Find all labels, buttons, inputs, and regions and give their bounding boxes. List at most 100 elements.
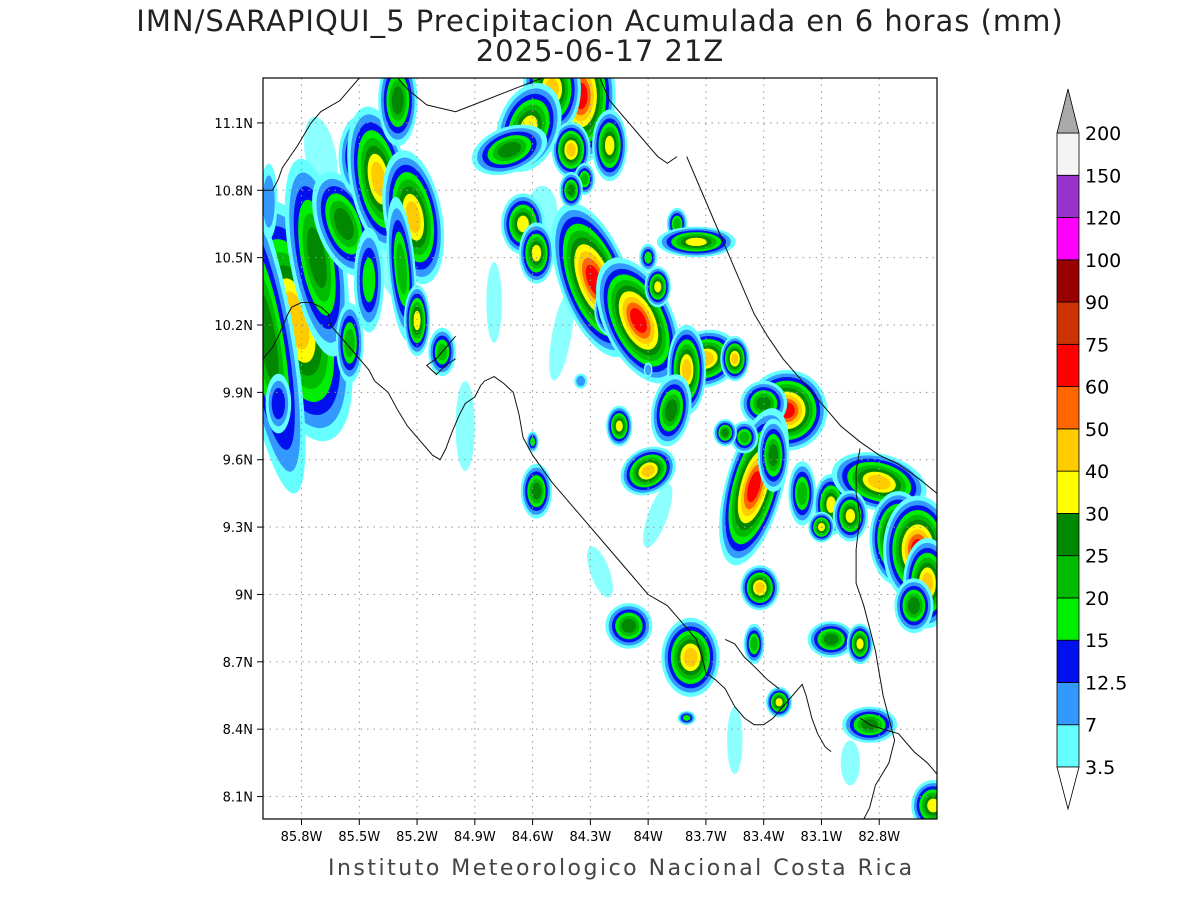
legend-band-6 xyxy=(1056,470,1080,514)
coastline-0 xyxy=(263,302,832,752)
legend-band-1 xyxy=(1056,682,1080,726)
lon-tick-label-0: 85.8W xyxy=(281,830,323,845)
precip-contour-31-6 xyxy=(685,237,707,247)
precip-cell-9 xyxy=(378,78,418,147)
precip-contour-22-6 xyxy=(517,215,529,233)
precip-contour-50-5 xyxy=(721,428,729,437)
precip-cell-67 xyxy=(559,172,583,209)
coastline-6 xyxy=(425,335,456,376)
light-precip-area-9 xyxy=(840,740,860,786)
precip-cell-29 xyxy=(639,243,658,272)
precip-contour-39-5 xyxy=(768,444,779,467)
precip-contour-51-7 xyxy=(641,465,655,477)
precip-cell-40 xyxy=(788,461,817,526)
precip-contour-58-5 xyxy=(621,618,637,633)
precip-contour-49-4 xyxy=(739,431,750,444)
precip-contour-29-3 xyxy=(644,251,652,264)
precip-cell-28 xyxy=(644,266,671,308)
precip-cell-17 xyxy=(551,121,591,179)
lat-tick-label-3: 9N xyxy=(235,588,253,603)
precip-contour-53-5 xyxy=(531,482,542,500)
precip-cell-58 xyxy=(605,603,653,649)
lat-tick-label-7: 10.2N xyxy=(214,319,253,334)
lat-tick-label-4: 9.3N xyxy=(223,521,253,536)
precip-contour-1-5 xyxy=(263,287,279,385)
precip-cell-11 xyxy=(403,284,431,357)
precip-cell-34 xyxy=(720,336,750,382)
precip-cell-39 xyxy=(757,418,789,492)
legend-label-7: 40 xyxy=(1085,461,1109,483)
precip-cell-52 xyxy=(606,405,633,447)
coastline-3 xyxy=(599,78,678,164)
lon-tick-label-2: 85.2W xyxy=(396,830,438,845)
legend-label-2: 12.5 xyxy=(1085,672,1127,694)
lon-tick-label-7: 83.7W xyxy=(685,830,727,845)
legend-band-11 xyxy=(1056,259,1080,303)
plot-frame xyxy=(262,77,938,820)
precip-cell-56 xyxy=(743,623,765,664)
precip-cell-31 xyxy=(656,226,736,258)
lat-tick-label-8: 10.5N xyxy=(214,252,253,267)
precip-contour-40-4 xyxy=(797,481,808,505)
lat-tick-label-6: 9.9N xyxy=(223,386,253,401)
precip-cell-19 xyxy=(471,124,548,176)
legend-band-7 xyxy=(1056,428,1080,472)
legend-label-11: 90 xyxy=(1085,292,1109,314)
precip-contour-52-6 xyxy=(615,420,623,432)
precip-contour-59-6 xyxy=(775,698,783,707)
precip-contour-33-7 xyxy=(681,359,692,381)
precip-contour-3-1 xyxy=(263,175,275,228)
legend-label-15: 200 xyxy=(1085,123,1121,145)
legend-band-4 xyxy=(1056,555,1080,599)
precip-cell-2 xyxy=(284,158,350,357)
coastline-2 xyxy=(397,78,543,113)
lat-tick-label-9: 10.8N xyxy=(214,184,253,199)
precip-cell-66 xyxy=(643,362,653,378)
coastline-8 xyxy=(859,717,937,775)
lon-tick-label-4: 84.6W xyxy=(512,830,554,845)
legend-band-13 xyxy=(1056,174,1080,218)
precip-cell-23 xyxy=(518,222,554,284)
light-precip-area-10 xyxy=(486,262,502,343)
precip-cell-61 xyxy=(846,623,874,665)
precip-contour-65-1 xyxy=(576,375,586,387)
legend-band-12 xyxy=(1056,217,1080,261)
precip-contour-10-4 xyxy=(396,243,408,295)
lat-tick-label-5: 9.6N xyxy=(223,454,253,469)
longitude-axis: 85.8W 85.5W 85.2W 84.9W 84.6W 84.3W 84W 83.7W 83… xyxy=(281,819,900,845)
precip-contour-57-7 xyxy=(683,647,698,667)
legend-band-9 xyxy=(1056,343,1080,388)
precip-contour-2-5 xyxy=(307,227,327,289)
precip-contour-54-3 xyxy=(530,437,536,447)
light-precip-area-7 xyxy=(727,706,743,775)
lat-tick-label-1: 8.4N xyxy=(223,723,253,738)
precip-contour-23-6 xyxy=(531,244,542,262)
precip-contour-20-6 xyxy=(604,135,615,156)
precip-contour-9-5 xyxy=(391,86,404,115)
legend-min-arrow xyxy=(1056,766,1080,811)
coastline-1 xyxy=(686,156,937,494)
legend-label-12: 100 xyxy=(1085,250,1121,272)
legend-label-13: 120 xyxy=(1085,208,1121,230)
lon-tick-label-6: 84W xyxy=(633,830,663,845)
lon-tick-label-9: 83.1W xyxy=(801,830,843,845)
precip-contour-38-9 xyxy=(747,471,761,503)
legend-label-1: 7 xyxy=(1085,715,1097,737)
precip-cell-51 xyxy=(620,446,676,496)
precip-cell-50 xyxy=(713,419,737,447)
legend-label-0: 3.5 xyxy=(1085,757,1115,779)
precip-contour-4-2 xyxy=(271,387,286,420)
precip-cell-53 xyxy=(520,463,553,519)
light-precip-area-8 xyxy=(643,484,673,548)
precip-cell-46 xyxy=(894,578,934,634)
precip-cell-35 xyxy=(650,374,692,447)
legend-label-5: 25 xyxy=(1085,546,1109,568)
legend-label-8: 50 xyxy=(1085,419,1109,441)
lon-tick-label-5: 84.3W xyxy=(569,830,611,845)
precip-contour-11-6 xyxy=(413,310,421,331)
precip-cell-64 xyxy=(677,710,696,725)
lat-tick-label-0: 8.1N xyxy=(223,791,253,806)
lat-tick-label-2: 8.7N xyxy=(223,656,253,671)
